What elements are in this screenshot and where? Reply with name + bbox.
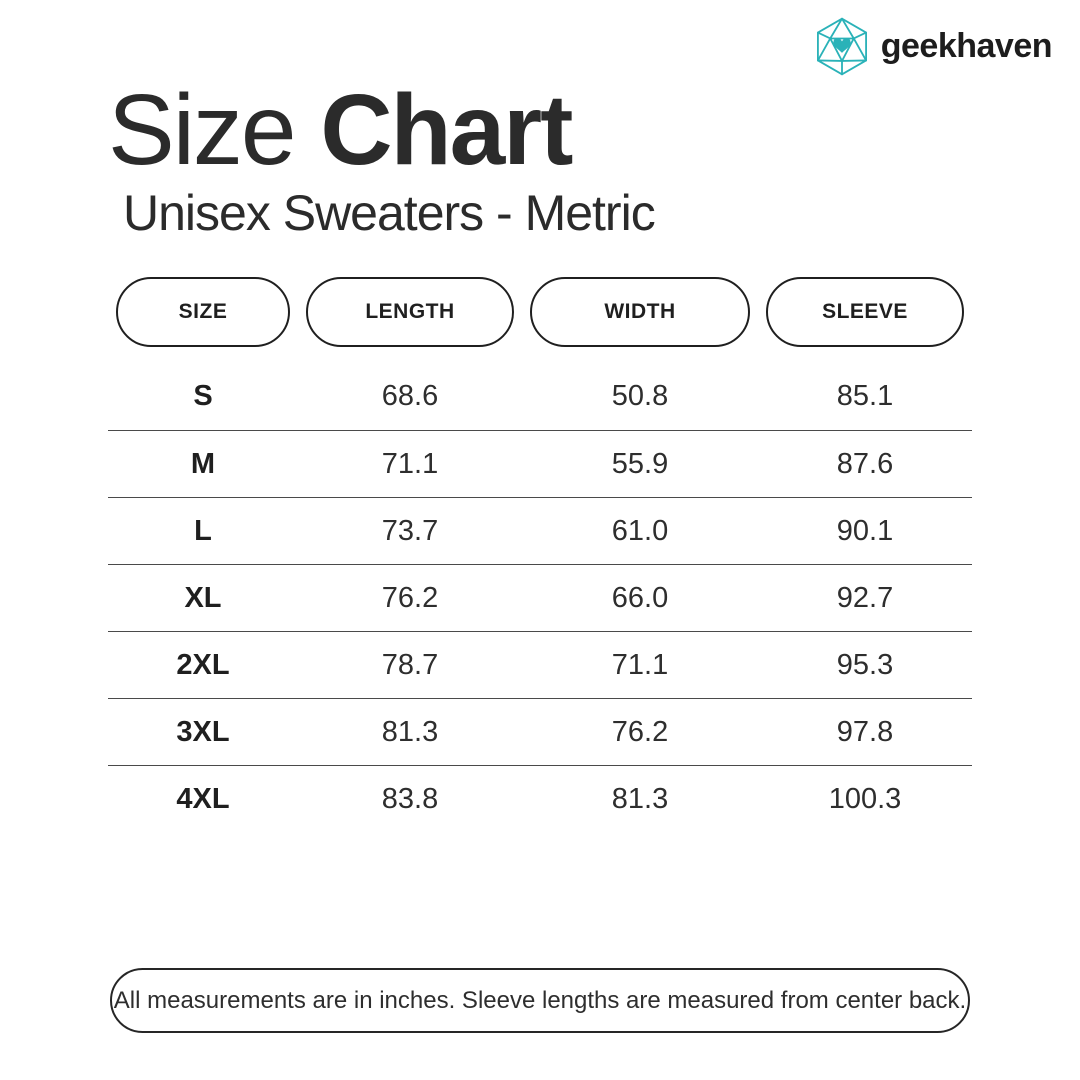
size-cell: 3XL <box>176 715 230 748</box>
page-title-light: Size <box>108 74 297 186</box>
sleeve-cell: 92.7 <box>836 581 894 614</box>
width-cell: 81.3 <box>611 782 669 815</box>
length-cell: 76.2 <box>381 581 439 614</box>
size-table: SIZE LENGTH WIDTH SLEEVE S 68.6 50.8 85.… <box>108 277 972 832</box>
length-cell: 71.1 <box>381 447 439 480</box>
size-cell: XL <box>184 581 222 614</box>
sleeve-cell: 95.3 <box>836 648 894 681</box>
table-row: 2XL 78.7 71.1 95.3 <box>108 631 972 698</box>
size-cell: 2XL <box>176 648 230 681</box>
table-body: S 68.6 50.8 85.1 M 71.1 55.9 87.6 L 73.7… <box>108 363 972 832</box>
column-header-length: LENGTH <box>306 277 514 347</box>
sleeve-cell: 90.1 <box>836 514 894 547</box>
table-header-row: SIZE LENGTH WIDTH SLEEVE <box>108 277 972 347</box>
width-cell: 66.0 <box>611 581 669 614</box>
measurement-note: All measurements are in inches. Sleeve l… <box>110 968 970 1033</box>
width-cell: 61.0 <box>611 514 669 547</box>
length-cell: 81.3 <box>381 715 439 748</box>
sleeve-cell: 100.3 <box>828 782 902 815</box>
length-cell: 78.7 <box>381 648 439 681</box>
sleeve-cell: 85.1 <box>836 380 894 412</box>
table-row: L 73.7 61.0 90.1 <box>108 497 972 564</box>
sleeve-cell: 87.6 <box>836 447 894 480</box>
page-title-bold: Chart <box>320 74 573 186</box>
page-title: Size Chart <box>108 80 655 180</box>
length-cell: 68.6 <box>381 380 439 412</box>
column-header-size: SIZE <box>116 277 290 347</box>
table-row: M 71.1 55.9 87.6 <box>108 430 972 497</box>
d20-heart-icon <box>816 17 867 76</box>
title-block: Size Chart Unisex Sweaters - Metric <box>108 80 656 242</box>
table-row: 4XL 83.8 81.3 100.3 <box>108 765 972 832</box>
width-cell: 76.2 <box>611 715 669 748</box>
width-cell: 55.9 <box>611 447 669 480</box>
size-cell: S <box>193 380 213 412</box>
size-cell: L <box>194 514 212 547</box>
table-row: 3XL 81.3 76.2 97.8 <box>108 698 972 765</box>
column-header-width: WIDTH <box>530 277 750 347</box>
brand-logo: geekhaven <box>814 16 1053 77</box>
sleeve-cell: 97.8 <box>836 715 894 748</box>
table-row: XL 76.2 66.0 92.7 <box>108 564 972 631</box>
brand-name: geekhaven <box>880 27 1053 65</box>
size-cell: M <box>190 447 216 480</box>
table-row: S 68.6 50.8 85.1 <box>108 363 972 430</box>
column-header-sleeve: SLEEVE <box>766 277 964 347</box>
width-cell: 71.1 <box>611 648 669 681</box>
width-cell: 50.8 <box>611 380 669 412</box>
length-cell: 83.8 <box>381 782 439 815</box>
length-cell: 73.7 <box>381 514 439 547</box>
page-subtitle: Unisex Sweaters - Metric <box>123 185 656 241</box>
size-cell: 4XL <box>176 782 230 815</box>
